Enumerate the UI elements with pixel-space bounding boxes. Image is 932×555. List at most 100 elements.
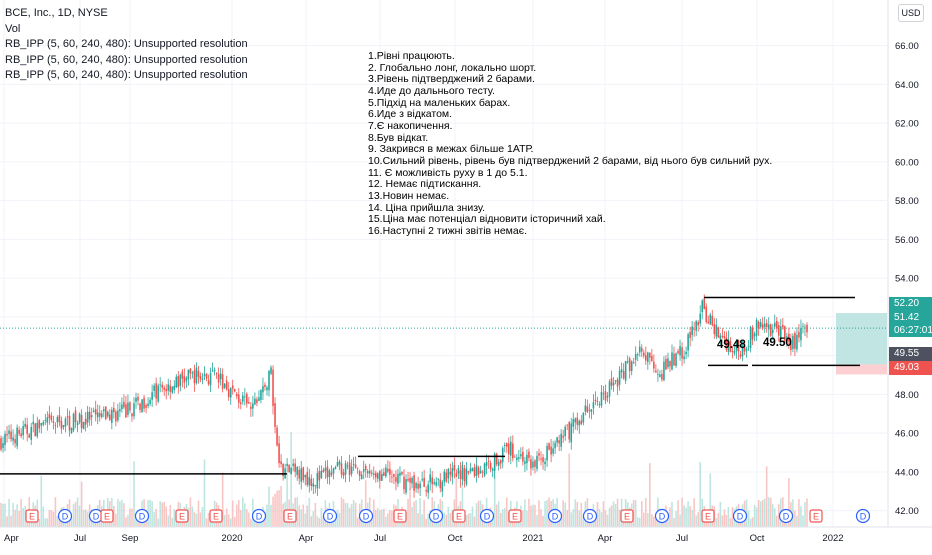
dividend-marker[interactable]: D (358, 508, 374, 524)
volume-bar (677, 500, 679, 527)
candle-body (153, 385, 155, 391)
volume-bar (248, 512, 250, 527)
y-tick-label: 60.00 (895, 157, 919, 168)
candle-body (584, 405, 587, 412)
dividend-marker[interactable]: D (778, 508, 794, 524)
candle-body (155, 383, 157, 399)
candle-body (171, 387, 174, 393)
indicator-label[interactable]: RB_IPP (5, 60, 240, 480): Unsupported re… (5, 69, 248, 81)
candle-body (717, 327, 720, 338)
notes-text[interactable]: 1.Рівні працюють. 2. Глобально лонг, лок… (368, 50, 773, 238)
candle-body (127, 402, 129, 415)
candle-body (302, 467, 305, 481)
indicator-label[interactable]: RB_IPP (5, 60, 240, 480): Unsupported re… (5, 53, 248, 66)
candle-body (54, 424, 57, 426)
volume-bar (119, 501, 121, 527)
candle-body (612, 382, 615, 386)
marker-letter: D (552, 512, 559, 522)
candle-body (481, 471, 484, 473)
dividend-marker[interactable]: D (654, 508, 670, 524)
candle-body (88, 411, 91, 420)
candle-body (751, 327, 754, 340)
earnings-marker[interactable]: E (25, 509, 39, 523)
candle-body (86, 411, 89, 423)
dividend-marker[interactable]: D (479, 508, 495, 524)
dividend-marker[interactable]: D (547, 508, 563, 524)
volume-bar (167, 515, 170, 527)
note-line: 10.Сильний рівень, рівень був підтвердже… (368, 154, 773, 167)
volume-bar (385, 516, 387, 527)
candle-body (393, 474, 395, 477)
volume-bar (461, 482, 464, 527)
note-line: 15.Ціна має потенціал відновити історичн… (368, 213, 606, 226)
symbol-title[interactable]: BCE, Inc., 1D, NYSE (5, 7, 108, 19)
earnings-marker[interactable]: E (809, 509, 823, 523)
dividend-marker[interactable]: D (428, 508, 444, 524)
volume-bar (14, 509, 16, 527)
earnings-marker[interactable]: E (283, 509, 297, 523)
volume-bar (568, 453, 571, 527)
volume-bar (759, 501, 762, 527)
volume-bar (72, 504, 75, 527)
volume-bar (20, 499, 22, 527)
candle-body (697, 322, 699, 326)
indicator-label[interactable]: RB_IPP (5, 60, 240, 480): Unsupported re… (5, 38, 248, 50)
candle-body (125, 404, 127, 418)
candle-body (471, 468, 474, 472)
volume-bar (231, 500, 234, 527)
earnings-marker[interactable]: E (452, 509, 466, 523)
earnings-marker[interactable]: E (100, 509, 114, 523)
candle-body (602, 393, 605, 395)
candle-body (173, 385, 176, 390)
candle-body (350, 466, 353, 474)
candle-body (115, 411, 117, 422)
candle-body (141, 399, 143, 413)
dividend-badge (732, 508, 748, 524)
candle-body (606, 396, 609, 398)
dividend-marker[interactable]: D (322, 508, 338, 524)
volume-bar (239, 510, 242, 527)
dividend-badge (358, 508, 374, 524)
candle-body (737, 340, 740, 352)
candle-body (798, 331, 800, 338)
candle-body (278, 443, 280, 464)
candle-body (231, 385, 234, 389)
volume-bar (445, 514, 448, 527)
candle-body (580, 420, 583, 425)
earnings-marker[interactable]: E (209, 509, 223, 523)
candle-body (383, 472, 385, 476)
dividend-marker[interactable]: D (57, 508, 73, 524)
volume-bar (24, 506, 26, 527)
candle-body (514, 456, 516, 458)
earnings-badge (283, 509, 297, 523)
candle-body (800, 328, 802, 341)
volume-bar (256, 518, 258, 527)
candle-body (630, 361, 633, 371)
volume-bar (274, 493, 276, 527)
earnings-marker[interactable]: E (508, 509, 522, 523)
y-tick-label: 48.00 (895, 390, 919, 401)
dividend-marker[interactable]: D (582, 508, 598, 524)
volume-label[interactable]: Vol (5, 22, 21, 35)
volume-bar (310, 516, 313, 527)
candle-body (215, 373, 218, 374)
candle-body (14, 439, 16, 444)
earnings-marker[interactable]: E (393, 509, 407, 523)
volume-bar (574, 499, 577, 527)
dividend-marker[interactable]: D (251, 508, 267, 524)
earnings-marker[interactable]: E (620, 509, 634, 523)
earnings-marker[interactable]: E (701, 509, 715, 523)
earnings-marker[interactable]: E (175, 509, 189, 523)
candle-body (248, 402, 250, 404)
dividend-marker[interactable]: D (732, 508, 748, 524)
dividend-marker[interactable]: D (855, 508, 871, 524)
level-price-label: 49.48 (717, 339, 746, 351)
dividend-marker[interactable]: D (134, 508, 150, 524)
volume-bar (526, 510, 528, 527)
candle-body (771, 329, 774, 334)
currency-button[interactable]: USD (898, 4, 924, 22)
volume-bar (524, 499, 526, 527)
